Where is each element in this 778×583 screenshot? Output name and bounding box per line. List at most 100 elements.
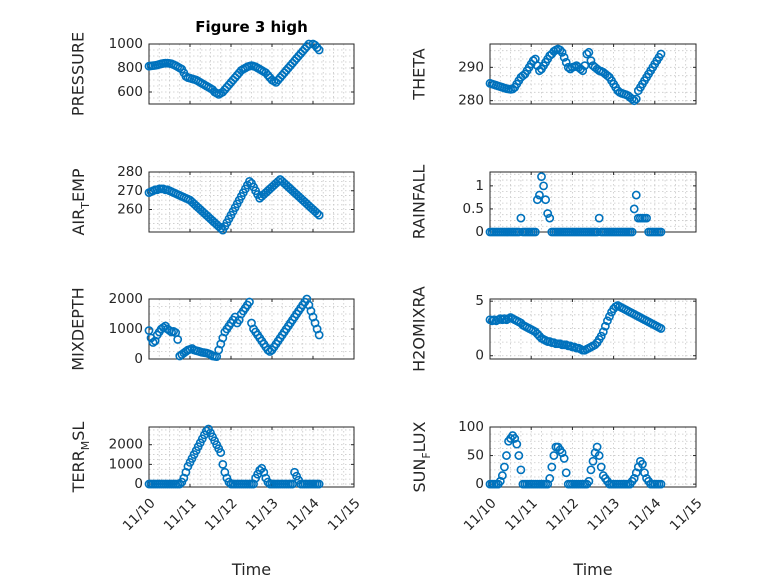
data-point — [584, 47, 594, 57]
data-point — [175, 479, 185, 489]
data-point — [580, 61, 590, 71]
data-point — [314, 210, 324, 220]
chart-panel-7: 0 1000 2000 11/10 11/11 11/12 11/13 11/14 11/15 T… — [69, 422, 364, 579]
data-point — [629, 474, 639, 483]
y-tick-label: 1000 — [109, 456, 143, 472]
y-axis-label: H2OMIXRA — [410, 286, 429, 372]
data-point — [201, 426, 211, 436]
y-axis-label: RAINFALL — [410, 165, 429, 240]
y-tick-label: 0 — [134, 351, 143, 367]
data-point — [656, 49, 666, 59]
chart-panel-2: 280 290 THETA — [410, 43, 697, 109]
x-tick-label: 11/11 — [502, 495, 541, 534]
data-point — [598, 327, 608, 337]
data-point — [514, 227, 524, 237]
x-tick-label: 11/12 — [543, 495, 582, 534]
data-point — [245, 176, 254, 186]
data-point — [549, 451, 559, 460]
chart-panel-6: 0 5 H2OMIXRA — [410, 286, 697, 372]
data-point — [559, 454, 569, 463]
data-point — [594, 213, 604, 223]
x-tick-label: 11/14 — [626, 495, 665, 534]
x-tick-label: 11/12 — [202, 495, 241, 534]
chart-panel-3: 260 270 280 AIRTEMP — [69, 164, 355, 236]
data-point — [537, 172, 546, 182]
data-point — [656, 227, 666, 237]
y-tick-label: 50 — [467, 448, 484, 464]
data-point — [495, 476, 505, 486]
y-tick-label: 1000 — [109, 321, 143, 337]
data-point — [500, 462, 509, 472]
data-point — [627, 227, 637, 237]
data-point — [530, 227, 540, 237]
x-tick-label: 11/10 — [461, 495, 500, 534]
data-point — [594, 451, 604, 460]
data-point — [502, 451, 511, 460]
data-point — [586, 56, 596, 66]
data-point — [148, 338, 158, 347]
chart-panel-8: 0 50 100 11/10 11/11 11/12 11/13 11/14 11/15 SUNF… — [410, 419, 706, 579]
x-axis-label: Time — [231, 560, 271, 579]
data-point — [510, 434, 520, 443]
y-axis-label: THETA — [410, 48, 429, 100]
data-point — [631, 190, 641, 200]
data-point — [638, 459, 647, 469]
data-point — [627, 94, 637, 104]
x-tick-label: 11/15 — [325, 495, 364, 534]
data-point — [245, 297, 254, 307]
data-point — [563, 62, 573, 72]
y-tick-label: 1 — [475, 178, 484, 194]
data-point — [314, 45, 324, 55]
data-point — [588, 456, 598, 466]
axes-box — [489, 426, 697, 488]
data-point — [216, 448, 226, 457]
data-point — [559, 52, 569, 62]
y-tick-label: 0.5 — [463, 201, 484, 217]
data-point — [557, 448, 567, 458]
chart-panel-5: 0 1000 2000 MIXDEPTH — [69, 287, 355, 371]
data-point — [497, 471, 507, 480]
data-point — [629, 96, 639, 106]
data-point — [535, 190, 544, 200]
data-point — [514, 451, 524, 460]
data-point — [516, 213, 526, 223]
y-axis-label: TERRMSL — [69, 422, 92, 494]
data-point — [173, 335, 183, 344]
data-point — [541, 195, 551, 205]
x-tick-label: 11/15 — [667, 495, 706, 534]
data-point — [218, 459, 228, 469]
data-point — [543, 479, 553, 489]
data-point — [592, 227, 602, 237]
data-point — [543, 209, 553, 218]
data-point — [582, 49, 592, 59]
data-point — [512, 439, 522, 449]
data-point — [596, 331, 606, 341]
data-point — [314, 479, 324, 489]
y-tick-label: 2000 — [109, 437, 143, 453]
data-point — [629, 204, 639, 214]
x-tick-label: 11/14 — [284, 495, 323, 534]
data-point — [578, 66, 588, 76]
y-axis-label: PRESSURE — [69, 32, 88, 116]
x-tick-label: 11/13 — [584, 495, 623, 534]
data-point — [557, 47, 567, 57]
data-point — [590, 340, 600, 350]
data-point — [539, 181, 548, 191]
y-tick-label: 290 — [458, 59, 484, 75]
x-tick-label: 11/11 — [161, 495, 200, 534]
y-tick-label: 280 — [458, 93, 484, 109]
data-point — [586, 465, 596, 475]
y-tick-label: 2000 — [109, 291, 143, 307]
data-point — [312, 43, 322, 52]
data-point — [516, 465, 526, 475]
data-point — [656, 479, 666, 489]
y-tick-label: 1000 — [109, 36, 143, 52]
chart-panel-4: 0 0.5 1 RAINFALL — [410, 165, 697, 240]
x-axis-label: Time — [572, 560, 612, 579]
y-tick-label: 0 — [475, 476, 484, 492]
axes-box — [489, 298, 697, 360]
y-tick-label: 280 — [117, 164, 143, 180]
axes-box — [489, 43, 697, 105]
y-tick-label: 260 — [117, 202, 143, 218]
data-point — [547, 462, 557, 472]
